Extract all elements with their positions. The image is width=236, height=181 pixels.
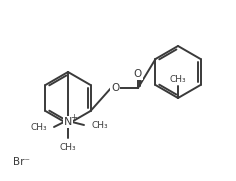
Text: CH₃: CH₃ (30, 123, 47, 132)
Text: Br⁻: Br⁻ (13, 157, 30, 167)
Text: N: N (64, 117, 72, 127)
Text: O: O (111, 83, 119, 93)
Text: O: O (134, 69, 142, 79)
Text: CH₃: CH₃ (170, 75, 186, 84)
Text: CH₃: CH₃ (60, 143, 76, 152)
Text: CH₃: CH₃ (91, 121, 108, 131)
Text: +: + (70, 113, 77, 121)
